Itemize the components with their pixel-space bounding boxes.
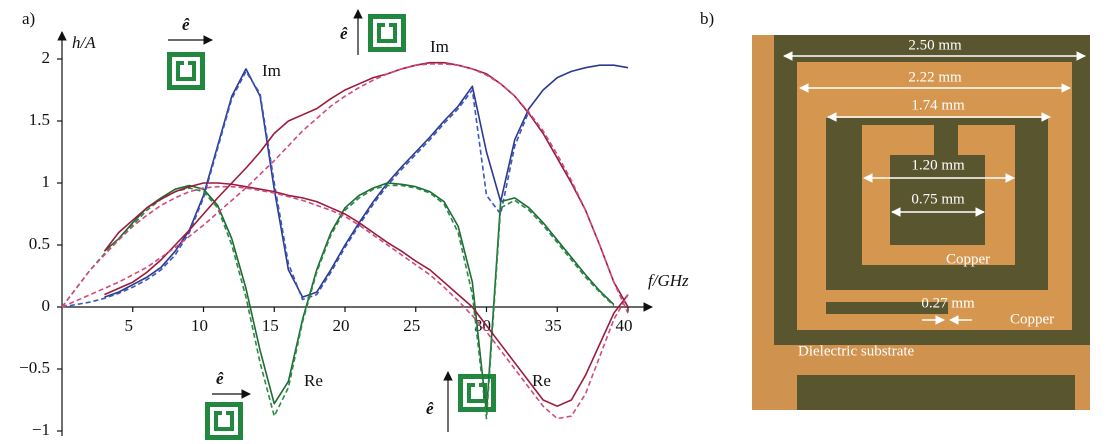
dimension-label: 2.22 mm xyxy=(908,69,962,85)
gap xyxy=(890,155,985,245)
gap xyxy=(797,375,1075,410)
data-line xyxy=(104,61,629,308)
x-tick-label: 10 xyxy=(191,316,208,335)
annotation: Re xyxy=(304,371,323,390)
x-tick-label: 5 xyxy=(125,316,134,335)
resonator-icon xyxy=(167,52,205,90)
photo-panel: b) 2.50 mm 2.22 mm 1.74 mm 1.20 mm 0.75 … xyxy=(700,9,1090,410)
data-line xyxy=(104,64,629,298)
data-line xyxy=(61,63,629,314)
y-tick-label: −0.5 xyxy=(19,358,50,377)
x-tick-label: 20 xyxy=(333,316,350,335)
x-tick-label: 35 xyxy=(545,316,562,335)
resonator-icon xyxy=(368,14,406,52)
x-tick-label: 40 xyxy=(616,316,633,335)
e-vector-label: ê xyxy=(340,24,348,43)
y-tick-label: 0 xyxy=(42,296,51,315)
y-tick-label: 2 xyxy=(42,48,51,67)
y-tick-label: 0.5 xyxy=(29,234,50,253)
y-tick-label: −1 xyxy=(32,420,50,439)
y-tick-label: 1.5 xyxy=(29,110,50,129)
panel-label: b) xyxy=(700,9,714,28)
panel-label: a) xyxy=(22,9,35,28)
dimension-label: 1.20 mm xyxy=(911,157,965,173)
annotation: Im xyxy=(262,61,281,80)
data-line xyxy=(103,182,629,407)
material-label: Dielectric substrate xyxy=(798,343,915,359)
x-tick-label: 25 xyxy=(403,316,420,335)
annotation: Re xyxy=(532,371,551,390)
gap xyxy=(826,302,948,314)
data-line xyxy=(103,182,615,414)
x-tick-label: 15 xyxy=(262,316,279,335)
resonator-icon xyxy=(205,402,243,440)
dimension-label: 1.74 mm xyxy=(911,97,965,113)
e-vector-label: ê xyxy=(216,369,224,388)
e-vector-label: ê xyxy=(426,399,434,418)
data-line xyxy=(61,184,615,420)
x-axis-label: f/GHz xyxy=(648,271,689,290)
copper xyxy=(752,35,774,345)
resonator-icon xyxy=(458,374,496,412)
dimension-label: 0.75 mm xyxy=(911,191,965,207)
dimension-label: 2.50 mm xyxy=(908,37,962,53)
material-label: Copper xyxy=(946,251,990,267)
y-tick-label: 1 xyxy=(42,172,51,191)
y-axis-label: h/A xyxy=(72,33,96,52)
material-label: Copper xyxy=(1010,311,1054,327)
data-line xyxy=(61,185,629,420)
dimension-label: 0.27 mm xyxy=(921,295,975,311)
plot-area: a) h/A f/GHz Im Im Re Re ê ê ê ê −1 −0.5 0… xyxy=(19,9,689,440)
annotation: Im xyxy=(430,37,449,56)
e-vector-label: ê xyxy=(182,15,190,34)
gap xyxy=(934,125,958,156)
data-line xyxy=(61,70,530,308)
